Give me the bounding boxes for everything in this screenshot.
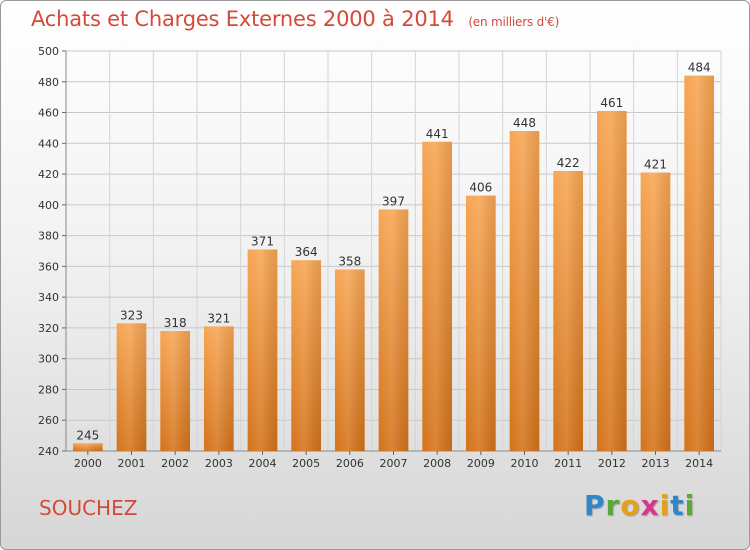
data-label-2006: 358 (338, 254, 361, 268)
data-label-2012: 461 (600, 96, 623, 110)
y-tick-label: 440 (38, 137, 59, 150)
y-tick-label: 480 (38, 76, 59, 89)
data-label-2010: 448 (513, 116, 536, 130)
x-tick-label-2008: 2008 (423, 457, 451, 470)
chart-title: Achats et Charges Externes 2000 à 2014 (… (31, 7, 559, 31)
y-tick-label: 360 (38, 260, 59, 273)
logo-letter: i (659, 489, 671, 522)
y-tick-label: 320 (38, 322, 59, 335)
y-tick-label: 420 (38, 168, 59, 181)
bar-shine-2010 (509, 131, 540, 451)
y-tick-label: 260 (38, 414, 59, 427)
y-tick-label: 380 (38, 230, 59, 243)
bar-shine-2014 (684, 75, 715, 451)
x-tick-label-2005: 2005 (292, 457, 320, 470)
bar-shine-2005 (291, 260, 322, 451)
data-label-2001: 323 (120, 308, 143, 322)
x-tick-label-2010: 2010 (511, 457, 539, 470)
logo-letter: o (620, 489, 641, 522)
data-label-2014: 484 (688, 61, 711, 75)
data-label-2009: 406 (469, 181, 492, 195)
chart-unit-label: (en milliers d'€) (468, 15, 560, 29)
bar-shine-2012 (596, 111, 627, 451)
x-tick-label-2012: 2012 (598, 457, 626, 470)
proxiti-logo: Proxiti (584, 489, 695, 522)
x-tick-label-2004: 2004 (249, 457, 277, 470)
bar-shine-2011 (553, 171, 584, 451)
bar-shine-2003 (203, 326, 234, 451)
data-label-2013: 421 (644, 158, 667, 172)
y-tick-label: 340 (38, 291, 59, 304)
x-tick-label-2013: 2013 (642, 457, 670, 470)
data-label-2003: 321 (207, 311, 230, 325)
x-tick-label-2000: 2000 (74, 457, 102, 470)
x-tick-label-2001: 2001 (118, 457, 146, 470)
bar-shine-2002 (160, 331, 191, 451)
y-tick-label: 240 (38, 445, 59, 458)
bar-shine-2006 (334, 269, 365, 451)
x-tick-label-2007: 2007 (380, 457, 408, 470)
data-label-2000: 245 (76, 428, 99, 442)
x-tick-label-2011: 2011 (554, 457, 582, 470)
logo-letter: t (670, 489, 685, 522)
data-label-2011: 422 (557, 156, 580, 170)
bar-shine-2008 (422, 141, 453, 451)
y-tick-label: 500 (38, 45, 59, 58)
data-label-2007: 397 (382, 194, 405, 208)
bar-shine-2007 (378, 209, 409, 451)
x-tick-label-2014: 2014 (685, 457, 713, 470)
data-label-2005: 364 (295, 245, 318, 259)
y-tick-label: 400 (38, 199, 59, 212)
logo-letter: P (584, 489, 606, 522)
data-label-2004: 371 (251, 234, 274, 248)
x-tick-label-2002: 2002 (161, 457, 189, 470)
data-label-2002: 318 (164, 316, 187, 330)
y-tick-label: 460 (38, 107, 59, 120)
y-tick-label: 280 (38, 383, 59, 396)
bar-shine-2013 (640, 172, 671, 452)
x-tick-label-2003: 2003 (205, 457, 233, 470)
x-tick-label-2009: 2009 (467, 457, 495, 470)
bar-shine-2001 (116, 323, 147, 451)
bar-shine-2004 (247, 249, 278, 451)
logo-letter: i (684, 489, 696, 522)
x-tick-label-2006: 2006 (336, 457, 364, 470)
chart-title-text: Achats et Charges Externes 2000 à 2014 (31, 7, 454, 31)
bar-shine-2000 (72, 443, 103, 451)
bar-shine-2009 (465, 195, 496, 451)
place-name: SOUCHEZ (39, 496, 138, 520)
y-tick-label: 300 (38, 353, 59, 366)
logo-letter: x (640, 489, 660, 522)
logo-letter: r (605, 489, 621, 522)
data-label-2008: 441 (426, 127, 449, 141)
